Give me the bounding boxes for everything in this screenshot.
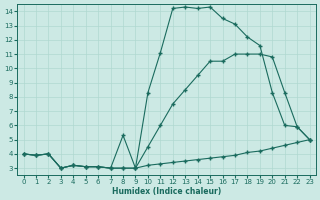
X-axis label: Humidex (Indice chaleur): Humidex (Indice chaleur) <box>112 187 221 196</box>
